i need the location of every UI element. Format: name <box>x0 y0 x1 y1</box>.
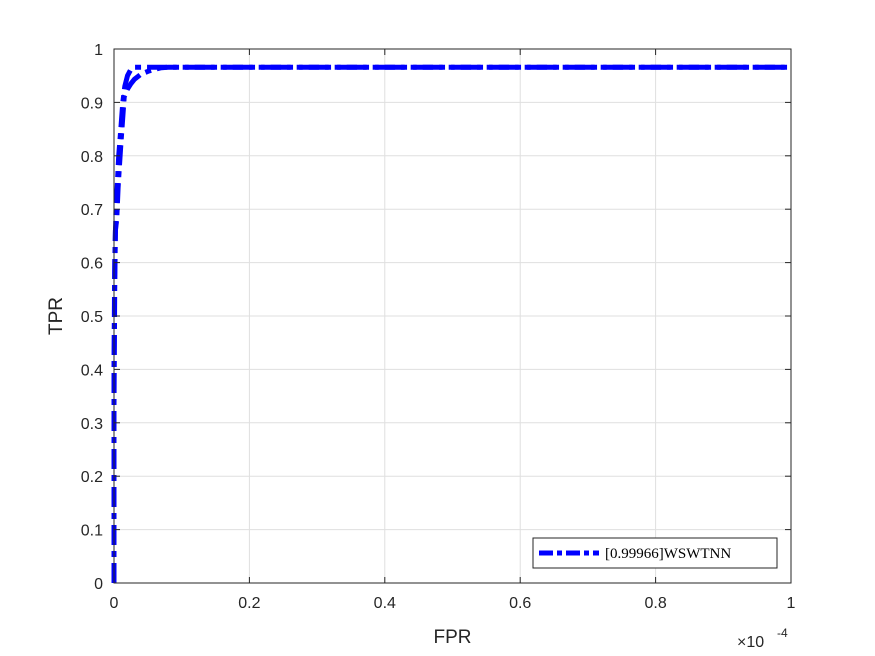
x-axis-label: FPR <box>434 627 472 648</box>
legend-box <box>532 537 778 569</box>
x-tick-label: 0.8 <box>644 595 666 612</box>
x-tick-label: 0.4 <box>374 595 396 612</box>
x-tick-label: 0 <box>110 595 119 612</box>
legend: [0.99966]WSWTNN <box>532 537 778 569</box>
x-multiplier-base: ×10 <box>737 634 764 651</box>
x-multiplier: ×10 -4 <box>737 626 788 651</box>
series-lines <box>111 64 791 583</box>
x-tick-label: 1 <box>787 595 796 612</box>
y-tick-label: 0.4 <box>81 362 103 379</box>
y-tick-label: 0.1 <box>81 523 103 540</box>
y-tick-label: 0.8 <box>81 149 103 166</box>
y-tick-label: 0.7 <box>81 202 103 219</box>
y-tick-label: 1 <box>94 42 103 59</box>
x-multiplier-exponent: -4 <box>777 626 788 640</box>
grid <box>113 48 792 584</box>
y-tick-label: 0.5 <box>81 309 103 326</box>
y-tick-label: 0.6 <box>81 256 103 273</box>
ticks: 0 0.2 0.4 0.6 0.8 1 0 0.1 0.2 0.3 0.4 0.5 0.6 0.7 0.8 0… <box>81 42 796 612</box>
series-line-1 <box>111 64 791 583</box>
y-tick-label: 0 <box>94 576 103 593</box>
x-tick-label: 0.2 <box>238 595 260 612</box>
y-tick-label: 0.9 <box>81 95 103 112</box>
y-tick-label: 0.2 <box>81 469 103 486</box>
y-tick-label: 0.3 <box>81 416 103 433</box>
y-axis-label: TPR <box>46 297 67 335</box>
legend-entry-label: [0.99966]WSWTNN <box>605 546 731 562</box>
x-tick-label: 0.6 <box>509 595 531 612</box>
